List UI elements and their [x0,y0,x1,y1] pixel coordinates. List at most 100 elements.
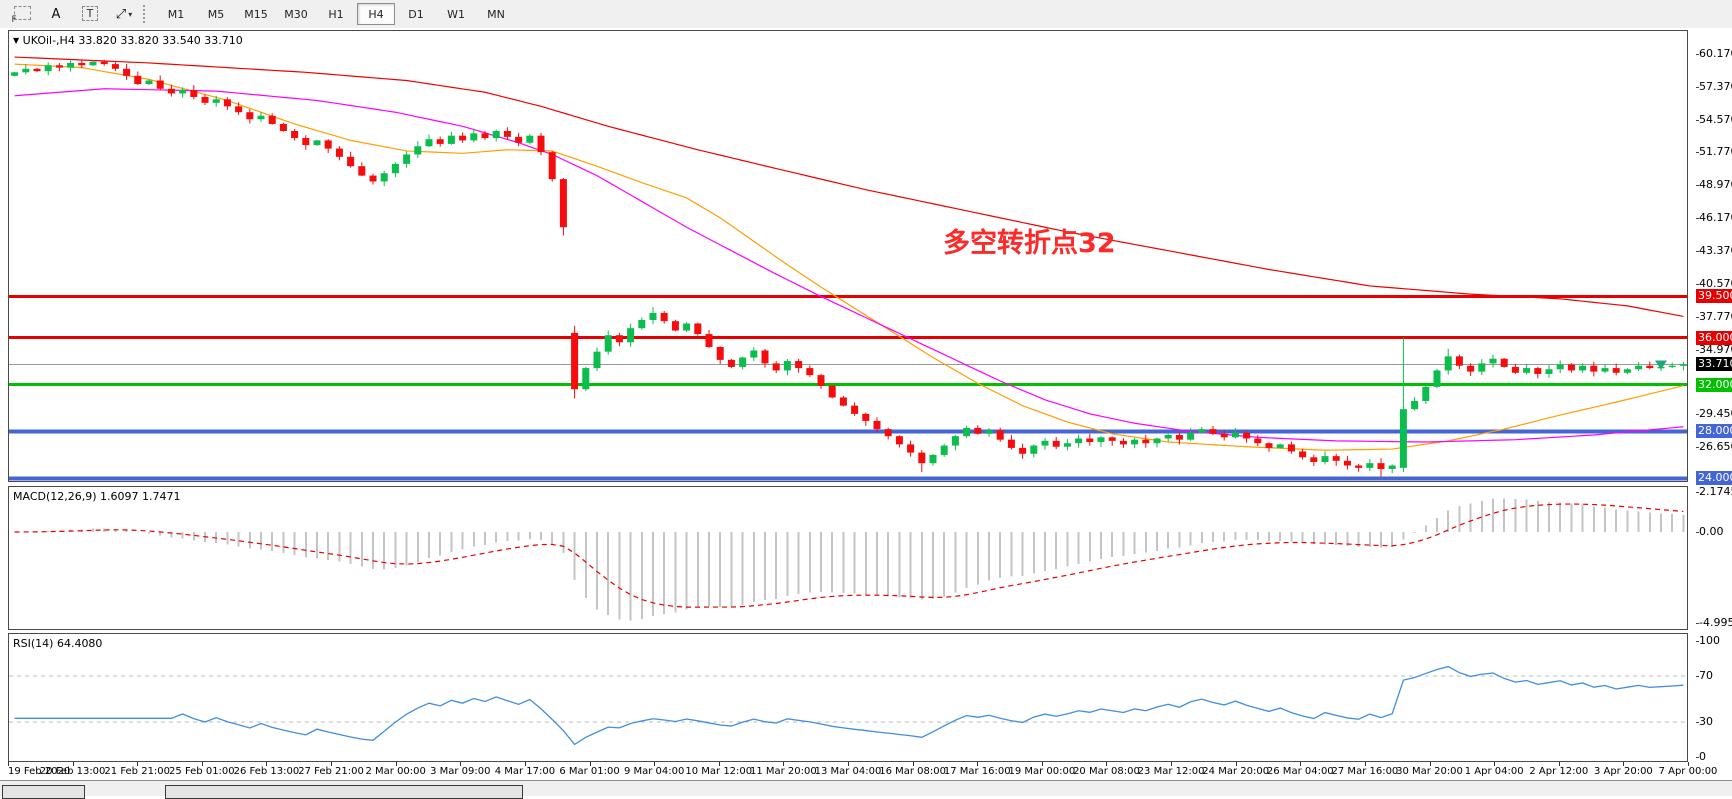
date-axis-label: 27 Feb 21:00 [298,766,364,777]
date-axis-tick [1429,762,1431,766]
rsi-axis: 100 70 30 0 [1696,633,1732,763]
price-axis-label: 29.450 [1696,407,1732,420]
date-axis-tick [331,762,333,766]
timeframe-mn-button[interactable]: MN [487,7,505,21]
date-axis-label: 9 Mar 04:00 [623,766,685,777]
date-axis-tick [1171,762,1173,766]
price-axis-label: 40.570 [1696,277,1732,290]
chart-tab[interactable] [165,785,523,799]
date-axis-label: 4 Mar 17:00 [494,766,556,777]
price-axis-label: 46.170 [1696,211,1732,224]
macd-chart-canvas[interactable]: MACD(12,26,9) 1.6097 1.7471 [8,486,1688,630]
candlestick-chart [9,56,1687,481]
ohlc-values: 33.820 33.820 33.540 33.710 [78,34,243,47]
date-axis-tick [1558,762,1560,766]
toolbar: F A T ⤢ ▾ M1 M5 M15 M30 H1 H4 D1 W1 MN [0,0,1732,29]
date-axis-tick [266,762,268,766]
chart-text-annotation[interactable]: 多空转折点32 [943,228,1116,259]
rsi-panel: RSI(14) 64.4080 100 70 30 0 [8,633,1732,763]
rsi-chart [9,665,1687,746]
date-axis-tick [589,762,591,766]
date-axis-tick [1494,762,1496,766]
price-level-badge: 32.000 [1696,377,1732,392]
text-object-button[interactable]: A [39,3,73,25]
timeframe-m30-button[interactable]: M30 [284,7,308,21]
rsi-axis-label: 70 [1696,668,1713,682]
date-axis-tick [1364,762,1366,766]
timeframe-h1-button[interactable]: H1 [328,7,344,21]
macd-axis-label: 2.1745 [1696,485,1732,498]
arrow-objects-button[interactable]: ⤢ ▾ [107,3,141,25]
date-axis-label: 11 Mar 20:00 [749,766,817,777]
rsi-axis-label: 30 [1696,715,1713,729]
date-axis-tick [395,762,397,766]
collapse-triangle-icon[interactable]: ▼ [13,36,20,45]
date-axis-tick [137,762,139,766]
macd-axis-label: -4.9955 [1695,616,1732,629]
price-axis-label: 37.770 [1696,310,1732,323]
date-axis-tick [201,762,203,766]
toolbar-grip[interactable] [143,5,150,23]
date-axis-tick [718,762,720,766]
price-axis-label: 57.370 [1696,80,1732,93]
date-axis-label: 3 Mar 09:00 [430,766,491,777]
timeframe-m15-button[interactable]: M15 [244,7,268,21]
symbol-period-label: UKOil-,H4 [22,34,75,47]
date-axis-tick [72,762,74,766]
date-axis-tick [654,762,656,766]
chart-tab[interactable] [2,785,85,799]
grid-f-icon: F [12,6,31,25]
rsi-axis-label: 100 [1696,634,1720,647]
price-panel: ▼ UKOil-,H4 33.820 33.820 33.540 33.710 … [8,30,1732,486]
price-level-badge: 33.710 [1696,357,1732,372]
date-axis-label: 16 Mar 08:00 [879,766,946,777]
date-axis-tick [1300,762,1302,766]
price-axis-label: 60.170 [1696,47,1732,60]
date-axis-label: 2 Mar 00:00 [365,766,426,777]
rsi-axis-label: 0 [1696,750,1706,763]
date-axis-tick [460,762,462,766]
grid-snap-button[interactable]: F [5,3,39,25]
price-axis-label: 54.570 [1696,113,1732,126]
macd-chart [14,498,1685,621]
timeframe-m1-button[interactable]: M1 [167,7,185,21]
chart-tab-bar [0,780,1732,799]
macd-axis-label: 0.00 [1696,525,1724,538]
date-axis-label: 25 Feb 01:00 [169,766,235,777]
price-chart-canvas[interactable]: ▼ UKOil-,H4 33.820 33.820 33.540 33.710 … [8,30,1688,482]
price-level-badge: 36.000 [1696,330,1732,345]
price-axis-label: 51.770 [1696,145,1732,158]
date-axis-label: 19 Mar 00:00 [1008,766,1076,777]
timeframe-m5-button[interactable]: M5 [207,7,225,21]
date-axis-tick [1688,762,1689,766]
chevron-down-icon: ▾ [128,9,133,19]
arrow-objects-icon: ⤢ [115,6,127,22]
price-level-badge: 39.500 [1696,289,1732,304]
macd-label: MACD(12,26,9) 1.6097 1.7471 [13,490,181,503]
label-t-icon: T [82,5,98,21]
text-a-icon: A [51,6,61,22]
label-object-button[interactable]: T [73,3,107,25]
date-axis-tick [783,762,785,766]
chart-window: ▼ UKOil-,H4 33.820 33.820 33.540 33.710 … [0,28,1732,799]
rsi-label: RSI(14) 64.4080 [13,637,103,650]
date-axis-tick [1106,762,1108,766]
date-axis-label: 27 Mar 16:00 [1331,766,1399,777]
date-axis-label: 17 Mar 16:00 [943,766,1011,777]
date-axis-tick [912,762,914,766]
rsi-chart-canvas[interactable]: RSI(14) 64.4080 [8,633,1688,762]
price-axis: 60.170 57.370 54.570 51.770 48.970 46.170 43.3… [1696,30,1732,486]
date-axis-label: 26 Feb 13:00 [233,766,300,777]
date-axis: 19 Feb 2020 20 Feb 13:00 21 Feb 21:00 25 Fe… [8,762,1732,780]
date-axis-label: 7 Apr 00:00 [1658,766,1718,777]
date-axis-label: 6 Mar 01:00 [559,766,620,777]
timeframe-h4-button[interactable]: H4 [357,3,395,25]
timeframe-d1-button[interactable]: D1 [408,7,424,21]
price-level-badge: 28.000 [1696,424,1732,439]
chart-title: ▼ UKOil-,H4 33.820 33.820 33.540 33.710 [13,34,243,47]
date-axis-label: 2 Apr 12:00 [1529,766,1589,777]
date-axis-tick [8,762,9,766]
macd-axis: 2.1745 0.00 -4.9955 [1695,485,1732,630]
date-axis-label: 26 Mar 04:00 [1266,766,1334,777]
timeframe-w1-button[interactable]: W1 [447,7,465,21]
